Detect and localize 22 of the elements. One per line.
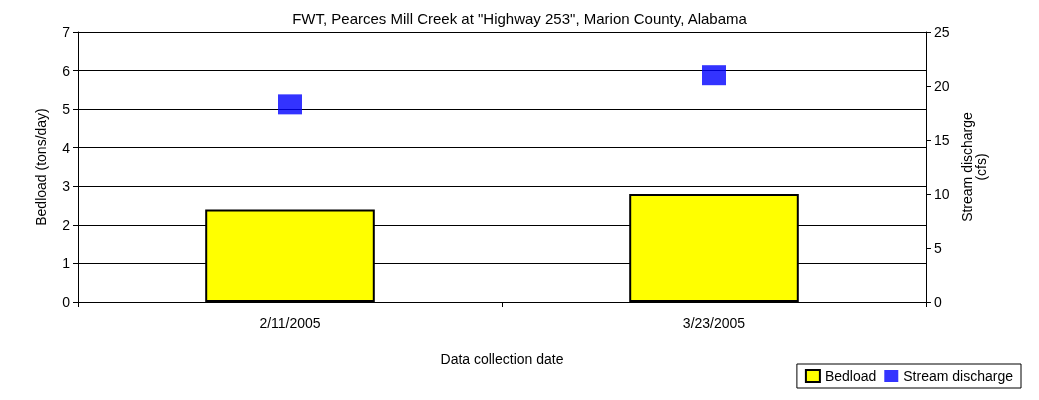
y-axis-title: Bedload (tons/day) bbox=[33, 108, 49, 226]
y-tick-label: 2 bbox=[62, 216, 71, 233]
y-tick-label: 6 bbox=[62, 62, 71, 79]
y-tick-label: 7 bbox=[62, 24, 71, 40]
legend-label: Stream discharge bbox=[903, 368, 1014, 384]
legend-label: Bedload bbox=[824, 368, 877, 384]
y2-tick-label: 15 bbox=[934, 132, 950, 148]
y2-tick-label: 5 bbox=[934, 240, 942, 256]
chart-title: FWT, Pearces Mill Creek at "Highway 253", Marion County, Alabama bbox=[292, 10, 748, 27]
y2-tick-label: 0 bbox=[934, 294, 942, 310]
y-tick-label: 0 bbox=[62, 294, 71, 310]
y2-tick-label: 10 bbox=[934, 186, 950, 202]
y-tick-label: 1 bbox=[62, 255, 71, 272]
y-tick-label: 3 bbox=[62, 178, 71, 195]
x-tick-label: 2/11/2005 bbox=[259, 315, 321, 331]
y-tick-label: 5 bbox=[62, 101, 71, 118]
y2-axis-title: Stream discharge (cfs) bbox=[959, 111, 990, 222]
y-tick-label: 4 bbox=[62, 139, 71, 156]
y2-tick-label: 20 bbox=[934, 78, 950, 94]
x-axis-title: Data collection date bbox=[440, 351, 564, 367]
x-tick-label: 3/23/2005 bbox=[682, 315, 746, 331]
y2-tick-label: 25 bbox=[934, 24, 950, 40]
